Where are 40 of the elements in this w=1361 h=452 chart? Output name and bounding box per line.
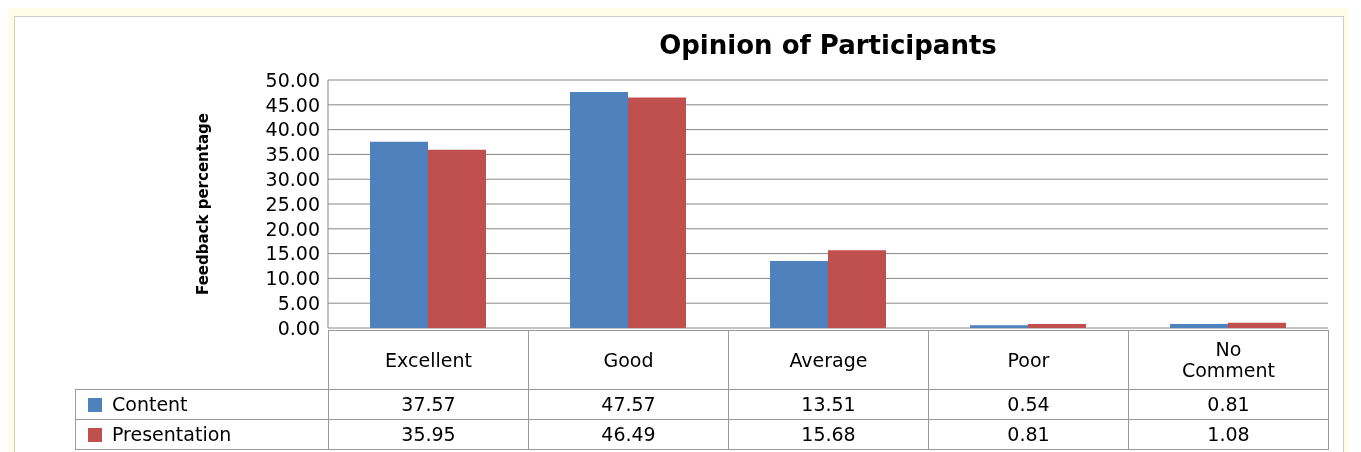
- y-tick-label: 50.00: [265, 68, 320, 91]
- data-label: 1.08: [1128, 419, 1329, 450]
- bar: [1170, 323, 1228, 328]
- y-tick-label: 35.00: [265, 143, 320, 166]
- data-label: 13.51: [728, 389, 929, 420]
- x-tick-label: Good: [528, 330, 729, 390]
- bar: [428, 149, 486, 328]
- x-tick-label: Average: [728, 330, 929, 390]
- data-label: 37.57: [328, 389, 529, 420]
- y-tick-label: 25.00: [265, 192, 320, 215]
- bar: [1028, 323, 1086, 328]
- bar: [970, 325, 1028, 328]
- data-label: 0.54: [928, 389, 1129, 420]
- chart-title: Opinion of Participants: [658, 30, 998, 60]
- y-tick-label: 10.00: [265, 267, 320, 290]
- data-label: 15.68: [728, 419, 929, 450]
- legend-label: Content: [75, 389, 329, 420]
- data-label: 0.81: [928, 419, 1129, 450]
- bar: [770, 260, 828, 328]
- bar: [370, 141, 428, 328]
- legend-label: Presentation: [75, 419, 329, 450]
- bar: [828, 250, 886, 328]
- y-tick-label: 15.00: [265, 242, 320, 265]
- data-label: 35.95: [328, 419, 529, 450]
- x-tick-label: No Comment: [1128, 330, 1329, 390]
- data-label: 0.81: [1128, 389, 1329, 420]
- y-tick-label: 45.00: [265, 93, 320, 116]
- bar: [570, 92, 628, 328]
- y-tick-label: 30.00: [265, 167, 320, 190]
- y-tick-label: 5.00: [277, 291, 320, 314]
- bar: [1228, 322, 1286, 328]
- data-label: 47.57: [528, 389, 729, 420]
- y-tick-label: 40.00: [265, 118, 320, 141]
- x-tick-label: Poor: [928, 330, 1129, 390]
- y-tick-label: 0.00: [277, 316, 320, 339]
- y-tick-label: 20.00: [265, 217, 320, 240]
- bar: [628, 97, 686, 328]
- data-label: 46.49: [528, 419, 729, 450]
- x-tick-label: Excellent: [328, 330, 529, 390]
- y-axis-title: Feedback percentage: [194, 113, 213, 295]
